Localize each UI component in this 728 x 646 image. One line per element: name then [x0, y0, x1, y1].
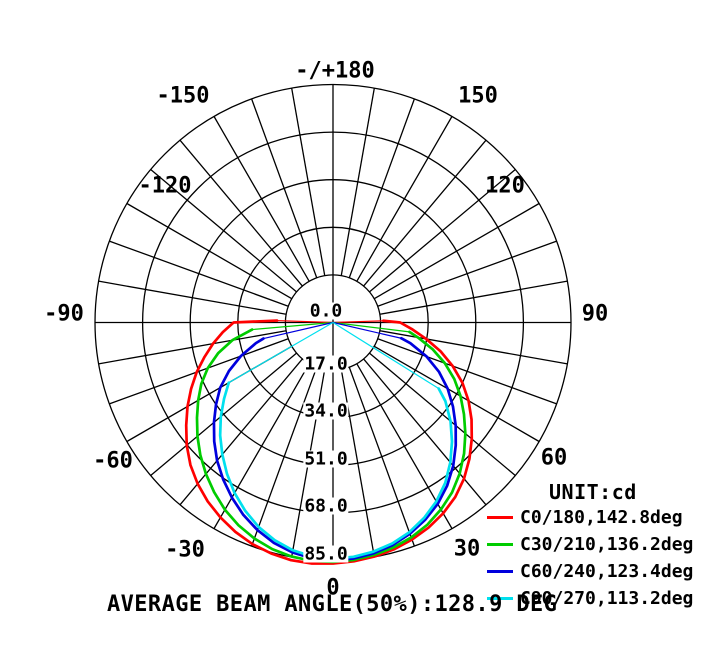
- grid-spoke--40: [179, 358, 303, 506]
- grid-spoke-100: [379, 280, 568, 315]
- angle-label--60: -60: [93, 448, 133, 474]
- grid-spoke-150: [356, 116, 453, 282]
- radial-label-34: 34.0: [303, 400, 349, 422]
- angle-label--150: -150: [156, 83, 210, 109]
- grid-spoke-130: [369, 169, 516, 293]
- grid-spoke--50: [150, 352, 297, 476]
- legend-unit-label: UNIT:cd: [549, 480, 637, 504]
- grid-spoke--140: [179, 139, 303, 287]
- grid-spoke-160: [348, 98, 416, 278]
- grid-spoke--130: [150, 169, 297, 293]
- grid-spoke--70: [109, 338, 289, 405]
- angle-label-150: 150: [458, 83, 498, 109]
- legend-rows: C0/180,142.8deg C30/210,136.2deg C60/240,1…: [487, 504, 693, 612]
- legend-item-label: C30/210,136.2deg: [520, 534, 694, 555]
- radial-label-85: 85.0: [303, 543, 349, 565]
- legend-line-icon: [487, 570, 513, 573]
- legend-line-icon: [487, 597, 513, 600]
- grid-spoke-120: [373, 202, 540, 300]
- grid-spoke--80: [98, 330, 287, 365]
- legend-item-label: C90/270,113.2deg: [520, 588, 694, 609]
- legend-item-label: C0/180,142.8deg: [520, 507, 683, 528]
- legend-item-C30-210: C30/210,136.2deg: [487, 531, 693, 558]
- grid-spoke-70: [377, 338, 557, 405]
- legend-item-C90-270: C90/270,113.2deg: [487, 585, 693, 612]
- grid-spoke--170: [291, 88, 326, 276]
- grid-spoke-170: [340, 88, 375, 276]
- grid-spoke-40: [363, 358, 487, 506]
- angle-label-120: 120: [485, 173, 525, 199]
- grid-spoke--20: [250, 367, 318, 547]
- legend-line-icon: [487, 516, 513, 519]
- grid-spoke--30: [213, 363, 310, 529]
- radial-label-17: 17.0: [303, 353, 349, 375]
- average-beam-angle-title: AVERAGE BEAM ANGLE(50%):128.9 DEG: [107, 592, 558, 617]
- angle-label--180: -/+180: [295, 58, 375, 84]
- angle-label--30: -30: [165, 537, 205, 563]
- angle-label--120: -120: [138, 173, 192, 199]
- radial-label-0: 0.0: [308, 300, 344, 322]
- grid-spoke--120: [126, 202, 293, 300]
- angle-label-60: 60: [540, 445, 568, 471]
- legend: UNIT:cd C0/180,142.8deg C30/210,136.2deg C…: [487, 480, 693, 612]
- grid-spoke-80: [379, 330, 568, 365]
- legend-item-C0-180: C0/180,142.8deg: [487, 504, 693, 531]
- legend-item-label: C60/240,123.4deg: [520, 561, 694, 582]
- angle-label-90: 90: [581, 301, 609, 327]
- grid-spoke--160: [250, 98, 318, 278]
- grid-spoke-10: [340, 369, 375, 557]
- curve-C0-180: [184, 319, 474, 565]
- legend-item-C60-240: C60/240,123.4deg: [487, 558, 693, 585]
- radial-label-68: 68.0: [303, 495, 349, 517]
- grid-spoke--110: [109, 240, 289, 307]
- grid-spoke-110: [377, 240, 557, 307]
- grid-spoke-20: [348, 367, 416, 547]
- angle-label-0: 0: [326, 575, 340, 601]
- grid-spoke--150: [213, 116, 310, 282]
- grid-spoke-50: [369, 352, 516, 476]
- angle-label-30: 30: [453, 536, 481, 562]
- legend-line-icon: [487, 543, 513, 546]
- angle-label--90: -90: [44, 301, 84, 327]
- grid-spoke-140: [363, 139, 487, 287]
- grid-spoke-60: [373, 345, 540, 443]
- grid-spoke--100: [98, 280, 287, 315]
- radial-label-51: 51.0: [303, 448, 349, 470]
